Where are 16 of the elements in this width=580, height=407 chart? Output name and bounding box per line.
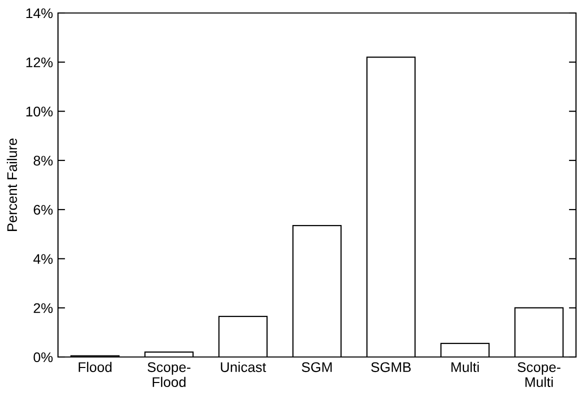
y-tick-label: 6%	[34, 204, 53, 215]
y-tick-label: 10%	[26, 106, 53, 116]
x-tick-label: Scope- Multi	[518, 362, 560, 388]
x-tick-label: SGMB	[371, 362, 411, 372]
y-axis-title: Percent Failure	[6, 138, 18, 231]
x-tick-label: Scope- Flood	[148, 362, 190, 388]
x-tick-label: SGM	[302, 362, 332, 372]
y-tick-label: 2%	[34, 303, 53, 313]
x-tick-label: Flood	[78, 362, 112, 372]
y-tick-label: 0%	[34, 352, 53, 362]
x-tick-label: Multi	[451, 362, 479, 372]
x-tick-label: Unicast	[220, 362, 266, 372]
y-tick-label: 4%	[33, 254, 53, 264]
y-tick-label: 12%	[26, 57, 53, 68]
y-tick-label: 14%	[26, 8, 53, 18]
y-tick-label: 8%	[34, 156, 53, 166]
